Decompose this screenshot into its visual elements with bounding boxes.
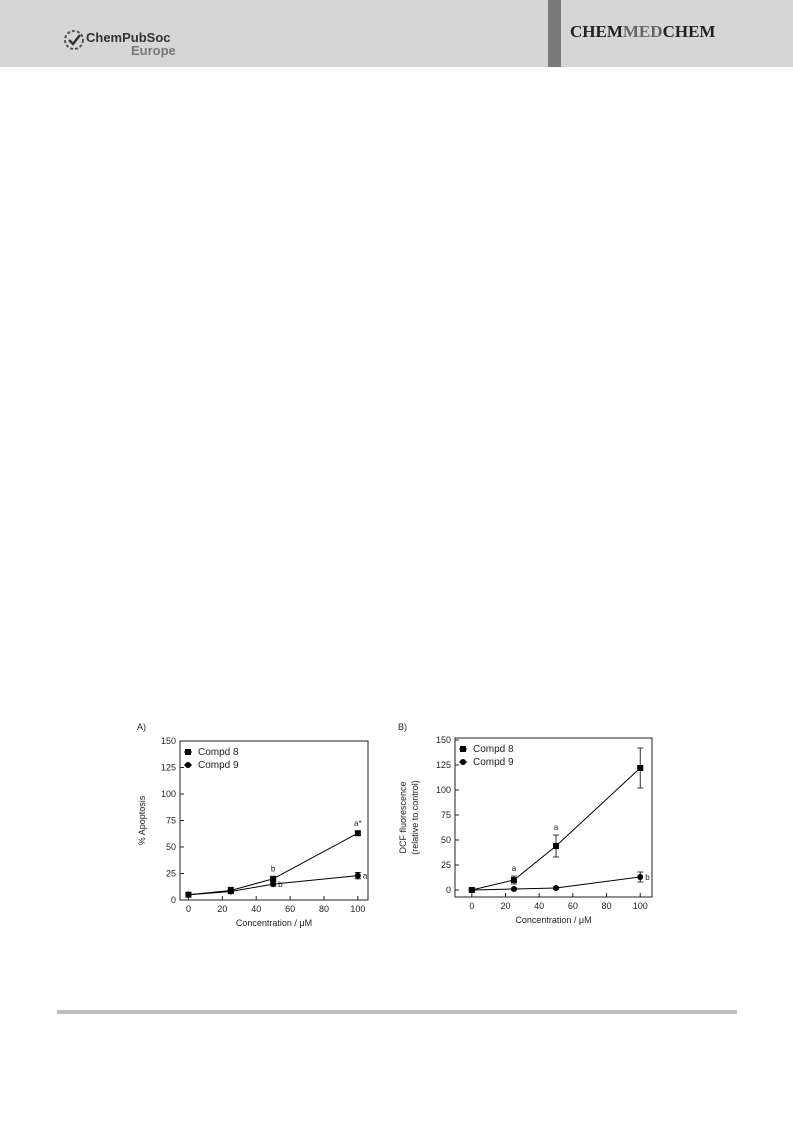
x-tick-label: 100: [633, 901, 648, 911]
marker: [510, 877, 517, 883]
y-axis-label: % Apoptosis: [137, 795, 147, 845]
x-tick-label: 100: [350, 904, 365, 914]
series-line: [471, 876, 641, 891]
series-line: [471, 767, 641, 891]
marker: [468, 887, 475, 893]
x-tick-label: 0: [186, 904, 191, 914]
y-tick-label: 50: [166, 842, 176, 852]
y-tick-label: 0: [171, 895, 176, 905]
logo-check: [68, 34, 81, 46]
y-tick-label: 25: [166, 869, 176, 879]
legend-marker: [460, 759, 466, 765]
y-tick-label: 50: [441, 835, 451, 845]
legend-label: Compd 9: [473, 757, 514, 768]
header-block: [548, 0, 561, 67]
x-tick-label: 20: [501, 901, 511, 911]
logo-icon: [64, 30, 84, 50]
x-axis-label: Concentration / μM: [515, 915, 591, 925]
legend-marker: [185, 762, 191, 768]
x-tick-label: 0: [469, 901, 474, 911]
legend-label: Compd 8: [198, 747, 239, 758]
journal-part: MED: [623, 22, 663, 41]
point-label: b: [278, 880, 283, 889]
footer-rule: [57, 1010, 737, 1014]
x-tick-label: 80: [602, 901, 612, 911]
journal-name: CHEMMEDCHEM: [570, 22, 715, 41]
y-tick-label: 150: [161, 736, 176, 746]
header-band: [0, 0, 793, 67]
marker: [354, 830, 361, 837]
marker: [354, 872, 361, 879]
point-label: a: [512, 864, 517, 873]
point-label: a: [363, 872, 368, 881]
legend-marker: [185, 749, 191, 755]
y-tick-label: 0: [446, 885, 451, 895]
x-axis-label: Concentration / μM: [236, 918, 312, 928]
legend-label: Compd 8: [473, 744, 514, 755]
marker: [553, 885, 560, 891]
marker: [270, 881, 277, 888]
x-tick-label: 40: [534, 901, 544, 911]
marker: [185, 891, 192, 898]
journal-part: CHEM: [663, 22, 716, 41]
y-tick-label: 75: [166, 816, 176, 826]
y-tick-label: 100: [161, 789, 176, 799]
logo-name: ChemPubSoc: [86, 30, 171, 45]
x-tick-label: 60: [285, 904, 295, 914]
panel-label: A): [137, 722, 146, 732]
marker: [270, 875, 277, 882]
y-tick-label: 125: [436, 760, 451, 770]
point-label: b: [271, 865, 276, 874]
y-tick-label: 100: [436, 785, 451, 795]
y-tick-label: 150: [436, 735, 451, 745]
point-label: a*: [354, 819, 362, 828]
marker: [227, 888, 234, 895]
marker: [637, 874, 644, 880]
journal-part: CHEM: [570, 22, 623, 41]
plot-frame: [454, 737, 653, 898]
legend-marker: [460, 746, 466, 752]
y-tick-label: 25: [441, 860, 451, 870]
y-axis-label: (relative to control): [410, 780, 420, 855]
x-tick-label: 60: [568, 901, 578, 911]
series-line: [188, 875, 358, 896]
legend-label: Compd 9: [198, 760, 239, 771]
panel-label: B): [398, 722, 407, 732]
x-tick-label: 40: [251, 904, 261, 914]
x-tick-label: 80: [319, 904, 329, 914]
series-line: [188, 832, 359, 896]
marker: [510, 886, 517, 892]
marker: [637, 765, 644, 771]
point-label: b: [645, 873, 650, 882]
y-tick-label: 75: [441, 810, 451, 820]
point-label: a: [554, 823, 559, 832]
y-axis-label: DCF fluorescence: [398, 781, 408, 853]
x-tick-label: 20: [217, 904, 227, 914]
logo-sub: Europe: [131, 43, 176, 58]
marker: [553, 843, 560, 849]
y-tick-label: 125: [161, 763, 176, 773]
